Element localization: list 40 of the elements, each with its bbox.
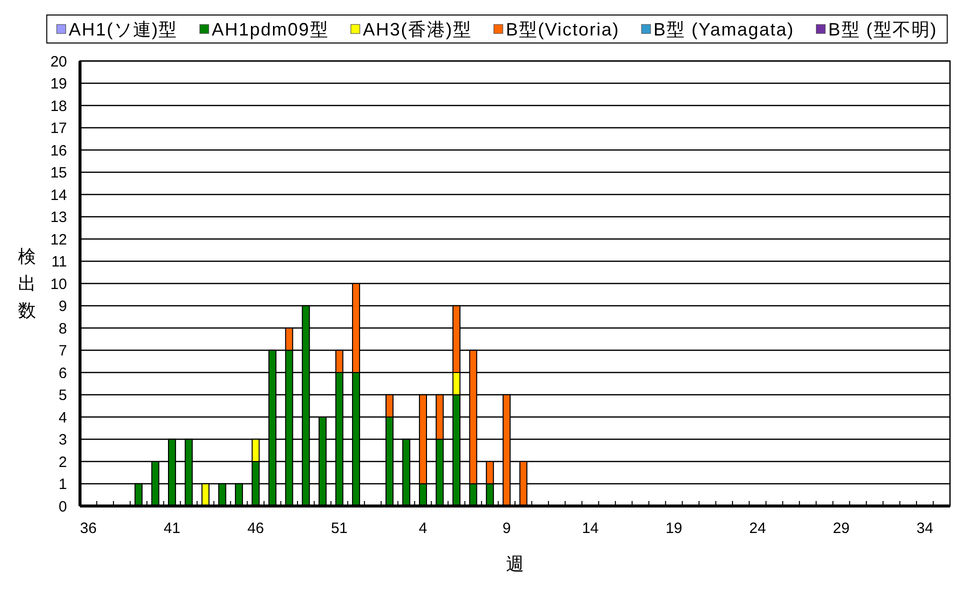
y-tick-label: 12 bbox=[50, 231, 67, 248]
legend-label: B型 (Yamagata) bbox=[654, 19, 794, 40]
y-tick-label: 13 bbox=[50, 209, 67, 226]
y-tick-label: 6 bbox=[58, 364, 67, 382]
y-tick-label: 15 bbox=[50, 164, 67, 182]
x-tick-label: 51 bbox=[330, 520, 348, 537]
x-tick-label: 4 bbox=[418, 520, 428, 537]
x-tick-label: 46 bbox=[247, 520, 264, 537]
legend-label: B型(Victoria) bbox=[506, 19, 620, 40]
y-tick-label: 8 bbox=[58, 320, 67, 338]
y-tick-label: 20 bbox=[50, 53, 67, 70]
x-tick-label: 14 bbox=[582, 520, 599, 537]
legend-label: AH1(ソ連)型 bbox=[68, 19, 178, 40]
x-tick-label: 41 bbox=[164, 520, 180, 537]
y-tick-label: 5 bbox=[58, 387, 67, 404]
y-tick-label: 10 bbox=[50, 276, 67, 293]
y-tick-label: 1 bbox=[58, 476, 67, 493]
x-tick-label: 36 bbox=[80, 520, 97, 537]
y-tick-label: 3 bbox=[58, 432, 67, 448]
x-axis-title: 週 bbox=[506, 554, 524, 574]
y-tick-label: 19 bbox=[50, 76, 67, 92]
legend-label: AH3(香港)型 bbox=[362, 19, 472, 40]
y-tick-label: 16 bbox=[50, 142, 67, 160]
y-tick-label: 2 bbox=[58, 454, 67, 471]
x-tick-label: 34 bbox=[916, 520, 934, 537]
y-axis-title: 検出数 bbox=[18, 246, 36, 320]
y-tick-label: 14 bbox=[50, 186, 67, 204]
y-tick-label: 11 bbox=[51, 254, 67, 270]
y-tick-label: 9 bbox=[58, 298, 67, 315]
y-tick-label: 4 bbox=[58, 409, 67, 426]
y-tick-label: 17 bbox=[50, 120, 67, 137]
x-tick-label: 9 bbox=[502, 520, 511, 537]
y-tick-label: 18 bbox=[50, 98, 67, 115]
x-tick-label: 19 bbox=[666, 520, 682, 537]
legend-label: AH1pdm09型 bbox=[212, 19, 329, 40]
y-tick-label: 0 bbox=[58, 498, 67, 516]
legend-label: B型 (型不明) bbox=[828, 19, 938, 40]
y-tick-label: 7 bbox=[58, 342, 67, 360]
x-tick-label: 24 bbox=[749, 520, 766, 537]
x-tick-label: 29 bbox=[832, 520, 850, 537]
